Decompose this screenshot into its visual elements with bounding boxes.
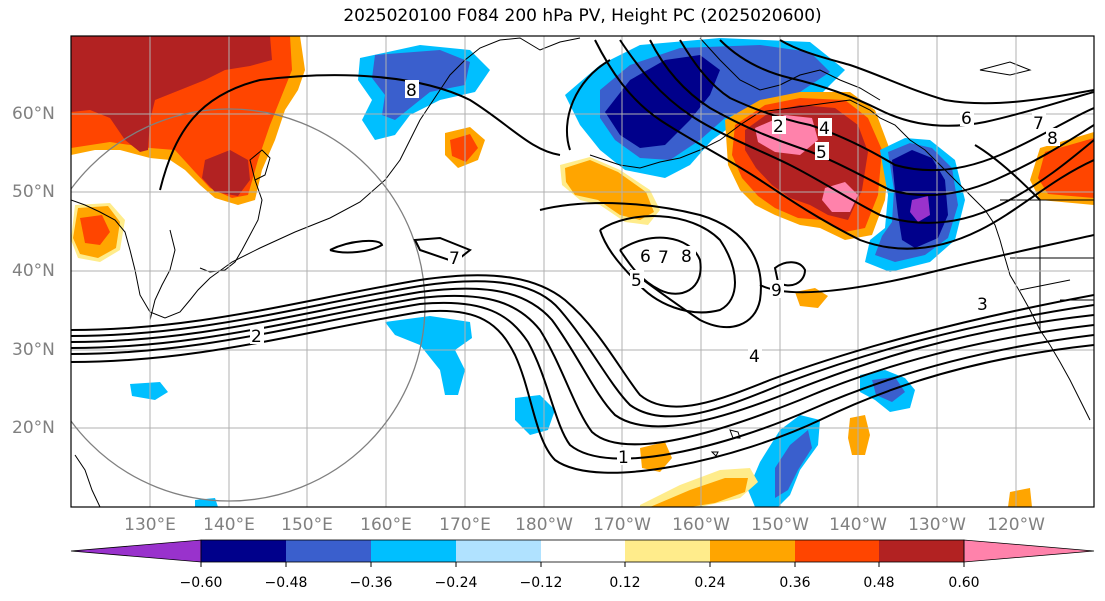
contour-label: 9 bbox=[771, 281, 782, 301]
contour-labels: 2 7 7 6 7 8 5 9 1 4 3 6 7 8 2 4 5 8 bbox=[250, 80, 1060, 468]
map-frame bbox=[70, 35, 1095, 508]
colorbar-swatch bbox=[541, 540, 625, 562]
pv-positive-region bbox=[80, 215, 110, 245]
contour-label: 8 bbox=[1047, 129, 1058, 149]
range-circle bbox=[71, 108, 426, 502]
lon-label: 140°E bbox=[203, 515, 255, 535]
pv-negative-region bbox=[910, 196, 930, 222]
pv-positive-region bbox=[450, 134, 478, 162]
colorbar-tick-label: −0.12 bbox=[519, 575, 563, 591]
pv-positive-region bbox=[71, 36, 272, 152]
pv-positive-region bbox=[650, 478, 748, 507]
colorbar-extend-high bbox=[963, 539, 1095, 563]
pv-negative-region bbox=[372, 50, 470, 120]
colorbar-tick-label: −0.60 bbox=[179, 575, 223, 591]
colorbar-swatch bbox=[795, 540, 879, 562]
colorbar-tick-label: −0.36 bbox=[349, 575, 393, 591]
lon-label: 170°E bbox=[439, 515, 491, 535]
colorbar-swatch bbox=[371, 540, 456, 562]
colorbar-tick-label: 0.36 bbox=[779, 575, 811, 591]
lon-label: 130°E bbox=[124, 515, 176, 535]
pv-positive-region bbox=[822, 182, 858, 212]
contour-label: 7 bbox=[1033, 114, 1044, 134]
contour-label: 5 bbox=[816, 143, 827, 163]
contour-label: 2 bbox=[251, 327, 262, 347]
lon-label: 160°W bbox=[672, 515, 730, 535]
colorbar-swatch bbox=[710, 540, 795, 562]
contour-label: 7 bbox=[658, 248, 669, 268]
contour-label: 8 bbox=[681, 247, 692, 267]
contour-label: 6 bbox=[640, 247, 651, 267]
lon-label: 140°W bbox=[829, 515, 887, 535]
contour-label: 2 bbox=[773, 117, 784, 137]
lat-label: 50°N bbox=[12, 182, 55, 202]
contour-label: 1 bbox=[618, 448, 629, 468]
pv-positive-region bbox=[1008, 488, 1032, 507]
colorbar-swatch bbox=[879, 540, 964, 562]
contour-label: 4 bbox=[819, 119, 830, 139]
lat-label: 40°N bbox=[12, 261, 55, 281]
lon-label: 120°W bbox=[987, 515, 1045, 535]
map-title: 2025020100 F084 200 hPa PV, Height PC (2… bbox=[343, 6, 822, 26]
contour-label: 3 bbox=[977, 295, 988, 315]
lon-label: 130°W bbox=[908, 515, 966, 535]
lon-label: 150°E bbox=[281, 515, 333, 535]
contour-label: 5 bbox=[631, 271, 642, 291]
lat-label: 30°N bbox=[12, 340, 55, 360]
colorbar-tick-label: 0.24 bbox=[694, 575, 726, 591]
pv-negative-region bbox=[660, 62, 700, 90]
colorbar-tick-label: −0.24 bbox=[434, 575, 478, 591]
colorbar-tick-label: 0.48 bbox=[863, 575, 895, 591]
colorbar-swatch bbox=[201, 540, 286, 562]
pv-negative-region bbox=[130, 382, 168, 400]
lon-label: 160°E bbox=[360, 515, 412, 535]
colorbar-swatch bbox=[625, 540, 710, 562]
colorbar-swatch bbox=[456, 540, 541, 562]
pv-negative-region bbox=[385, 316, 472, 395]
colorbar-tick-label: −0.48 bbox=[264, 575, 308, 591]
pv-negative-region bbox=[775, 430, 812, 498]
pv-positive-region bbox=[848, 415, 870, 455]
colorbar-tick-label: 0.12 bbox=[609, 575, 641, 591]
lon-label: 170°W bbox=[593, 515, 651, 535]
pv-positive-region bbox=[755, 115, 818, 155]
map-plot-area: 2 7 7 6 7 8 5 9 1 4 3 6 7 8 2 4 5 8 bbox=[71, 36, 1094, 507]
colorbar-extend-low bbox=[70, 539, 202, 563]
lat-label: 60°N bbox=[12, 104, 55, 124]
lon-label: 180°W bbox=[515, 515, 573, 535]
height-contours bbox=[71, 39, 1094, 474]
colorbar-tick-label: 0.60 bbox=[948, 575, 980, 591]
colorbar bbox=[70, 539, 1095, 567]
contour-label: 7 bbox=[449, 249, 460, 269]
contour-label: 8 bbox=[406, 81, 417, 101]
lat-label: 20°N bbox=[12, 418, 55, 438]
contour-label: 4 bbox=[749, 347, 760, 367]
pv-positive-region bbox=[202, 150, 250, 196]
colorbar-swatch bbox=[286, 540, 371, 562]
lon-label: 150°W bbox=[751, 515, 809, 535]
contour-label: 6 bbox=[961, 109, 972, 129]
